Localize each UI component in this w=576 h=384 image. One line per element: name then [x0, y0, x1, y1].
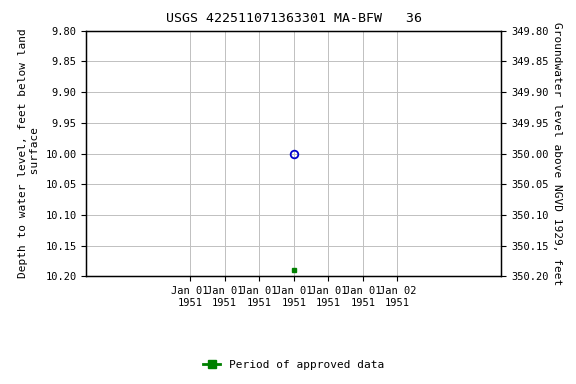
Title: USGS 422511071363301 MA-BFW   36: USGS 422511071363301 MA-BFW 36	[166, 12, 422, 25]
Y-axis label: Groundwater level above NGVD 1929, feet: Groundwater level above NGVD 1929, feet	[552, 22, 562, 285]
Legend: Period of approved data: Period of approved data	[199, 355, 389, 374]
Y-axis label: Depth to water level, feet below land
 surface: Depth to water level, feet below land su…	[18, 29, 40, 278]
